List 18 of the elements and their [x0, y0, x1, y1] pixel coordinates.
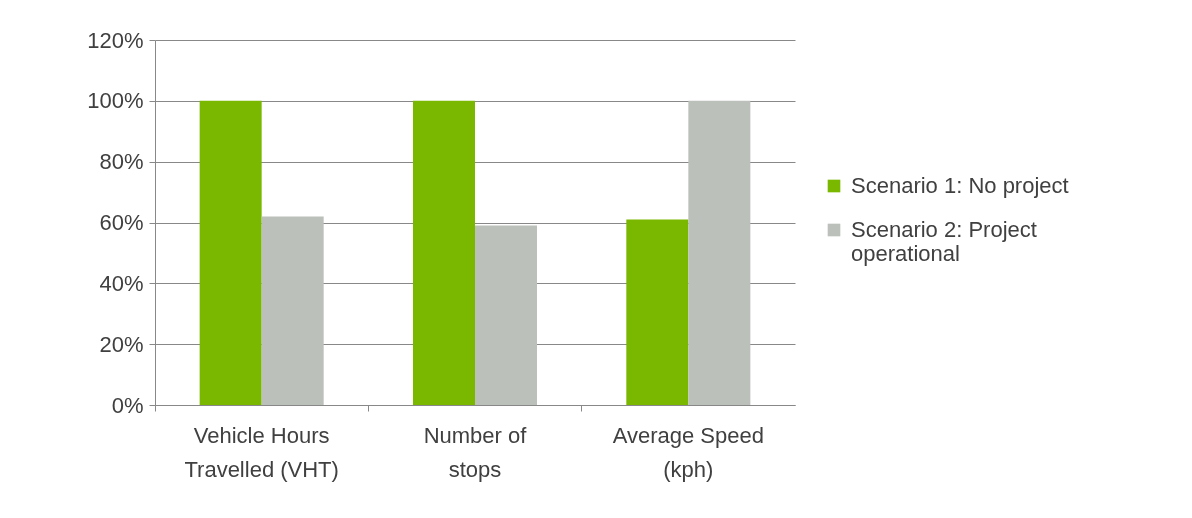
- y-tick-label: 20%: [99, 331, 144, 357]
- x-tick-label: Vehicle Hours Travelled (VHT): [184, 422, 339, 482]
- x-tick-label: Average Speed (kph): [612, 422, 764, 482]
- y-tick-label: 0%: [111, 392, 144, 418]
- y-tick-label: 120%: [87, 27, 144, 53]
- legend-label: Scenario 1: No project: [851, 173, 1069, 198]
- legend-label: Scenario 2: Project operational: [851, 217, 1037, 266]
- y-tick-label: 40%: [99, 270, 144, 296]
- y-tick-label: 100%: [87, 88, 144, 114]
- bar: [626, 219, 689, 405]
- bar: [199, 100, 262, 405]
- bar: [261, 216, 324, 405]
- bar: [412, 100, 475, 405]
- y-tick-label: 60%: [99, 210, 144, 235]
- bar: [475, 225, 538, 405]
- y-tick-label: 80%: [99, 149, 144, 175]
- bar: [688, 100, 751, 405]
- x-tick-label: Number of stops: [423, 422, 528, 482]
